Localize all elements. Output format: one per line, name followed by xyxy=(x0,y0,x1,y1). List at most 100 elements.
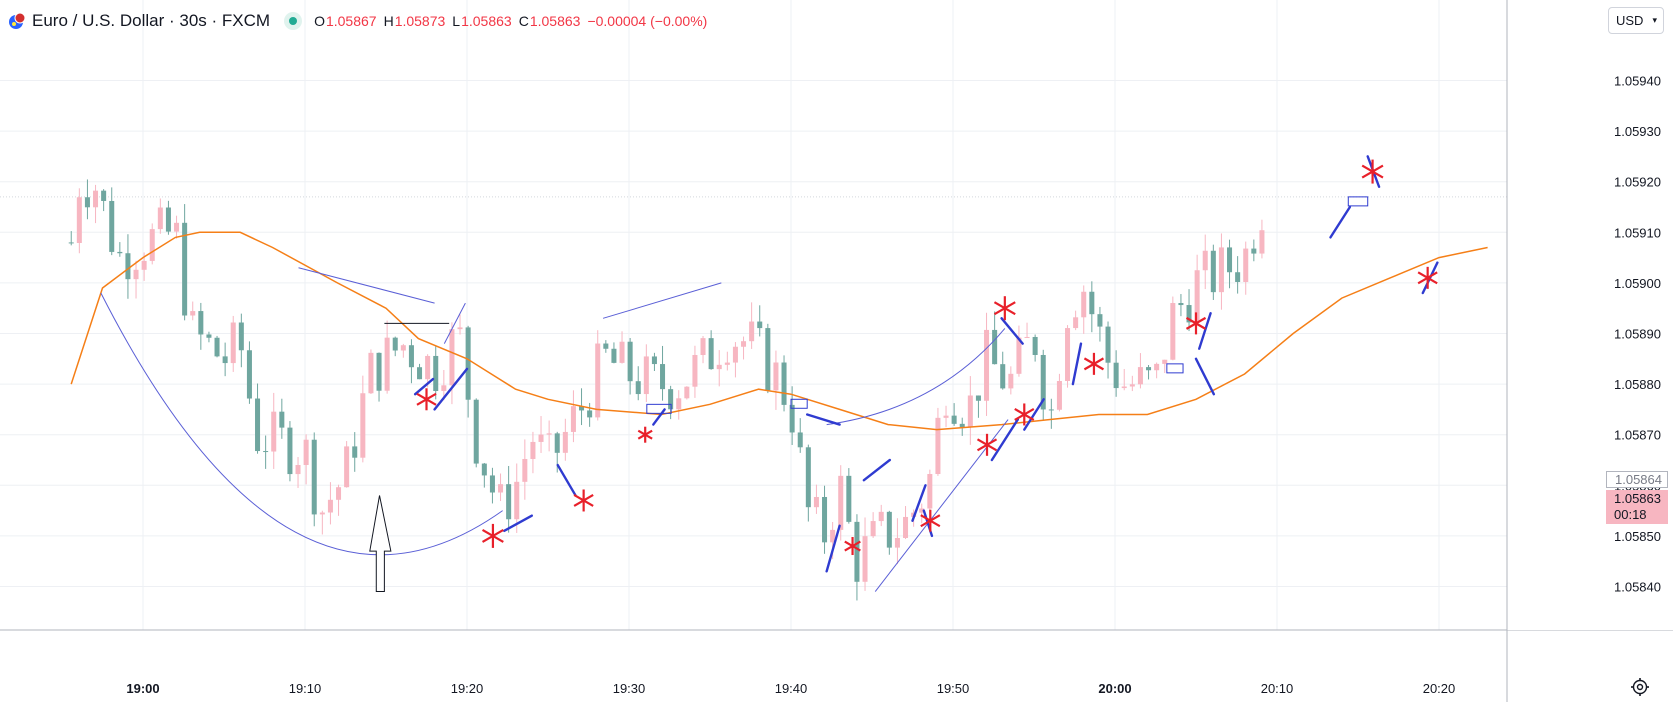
rectangle-drawing xyxy=(1347,196,1369,207)
red-asterisk-drawing xyxy=(920,509,941,532)
last-price-value: 1.05863 xyxy=(1614,491,1661,506)
low-label: L xyxy=(452,13,461,29)
candle-body xyxy=(684,386,690,399)
red-asterisk-drawing xyxy=(1185,312,1207,335)
candle-body xyxy=(878,511,884,522)
candle-body xyxy=(1251,248,1257,254)
time-tick-label: 19:40 xyxy=(775,681,808,696)
candle-body xyxy=(433,355,439,392)
asterisk-stroke xyxy=(481,528,504,543)
price-tick-label: 1.05840 xyxy=(1614,580,1661,595)
candle-body xyxy=(781,362,787,405)
time-axis-background xyxy=(0,630,1673,702)
candle-body xyxy=(959,423,965,428)
candle-body xyxy=(1259,230,1265,254)
gear-icon[interactable] xyxy=(1629,676,1651,698)
open-value: 1.05867 xyxy=(325,13,377,29)
grid xyxy=(0,0,1507,630)
time-tick-label: 20:00 xyxy=(1098,681,1131,696)
candle-body xyxy=(473,399,479,464)
candle-body xyxy=(676,398,682,410)
blue-stroke-drawing xyxy=(433,367,469,411)
candle-body xyxy=(101,190,107,201)
asterisk-stroke xyxy=(1083,357,1105,371)
candle-body xyxy=(741,341,747,347)
candle-body xyxy=(862,536,868,582)
candle-body xyxy=(716,364,722,370)
candle-body xyxy=(708,338,714,370)
red-asterisk-drawing xyxy=(993,296,1016,321)
close-label: C xyxy=(518,13,529,29)
red-asterisk-drawing xyxy=(1014,403,1035,426)
blue-stroke-drawing xyxy=(1198,312,1212,350)
candle-body xyxy=(481,463,487,476)
trendline xyxy=(602,282,722,319)
blue-stroke-drawing xyxy=(1421,261,1439,295)
trendline xyxy=(443,302,466,344)
candle-body xyxy=(417,367,423,380)
candle-body xyxy=(1056,381,1062,410)
candle-body xyxy=(400,345,406,351)
red-asterisk-drawing xyxy=(1361,159,1384,184)
candle-body xyxy=(263,451,269,453)
candle-body xyxy=(1218,247,1224,293)
asterisk-stroke xyxy=(1185,316,1207,330)
candle-body xyxy=(84,197,90,208)
symbol-legend: Euro / U.S. Dollar · 30s · FXCM O 1.0586… xyxy=(8,9,714,33)
curve-drawing xyxy=(100,292,503,556)
time-tick-label: 20:10 xyxy=(1261,681,1294,696)
candle-body xyxy=(319,512,325,515)
candle-body xyxy=(425,355,431,380)
candle-body xyxy=(465,327,471,400)
candle-body xyxy=(1227,247,1233,273)
red-asterisk-drawing xyxy=(1417,266,1438,289)
blue-stroke-drawing xyxy=(1000,317,1024,345)
blue-stroke-drawing xyxy=(503,514,533,533)
red-asterisk-drawing xyxy=(573,489,594,512)
candle-body xyxy=(919,508,925,513)
blue-stroke-drawing xyxy=(825,524,841,573)
candle-body xyxy=(514,481,520,520)
price-tick-label: 1.05900 xyxy=(1614,276,1661,291)
candle-body xyxy=(635,381,641,395)
high-label: H xyxy=(383,13,394,29)
candle-body xyxy=(117,251,123,254)
candle-body xyxy=(1154,363,1160,371)
rectangle-drawing xyxy=(790,398,808,409)
rectangle-drawing xyxy=(646,403,672,414)
price-tick-label: 1.05880 xyxy=(1614,377,1661,392)
candle-body xyxy=(530,441,536,459)
candle-body xyxy=(1243,248,1249,282)
moving-average-line xyxy=(70,231,1488,431)
candle-body xyxy=(724,362,730,365)
candle-body xyxy=(93,190,99,208)
candle-body xyxy=(643,356,649,395)
blue-stroke-drawing xyxy=(1329,205,1352,239)
candle-body xyxy=(805,447,811,508)
blue-stroke-drawing xyxy=(911,484,927,522)
symbol-title[interactable]: Euro / U.S. Dollar · 30s · FXCM xyxy=(32,11,271,30)
candle-body xyxy=(190,311,196,316)
candle-body xyxy=(109,200,115,252)
candle-body xyxy=(1178,303,1184,306)
candle-body xyxy=(627,341,633,382)
prev-close-price-tag: 1.05864 xyxy=(1606,471,1668,488)
open-label: O xyxy=(314,13,325,29)
candle-body xyxy=(165,207,171,232)
time-tick-label: 20:20 xyxy=(1423,681,1456,696)
time-tick-label: 19:10 xyxy=(289,681,322,696)
candle-body xyxy=(1048,409,1054,411)
candle-body xyxy=(376,352,382,391)
currency-button[interactable]: USD ▾ xyxy=(1608,7,1664,34)
candle-body xyxy=(141,260,147,270)
price-tick-label: 1.05920 xyxy=(1614,175,1661,190)
candle-body xyxy=(182,222,188,316)
price-tick-label: 1.05910 xyxy=(1614,225,1661,240)
candle-body xyxy=(1121,386,1127,389)
asterisk-stroke xyxy=(1417,271,1438,285)
red-asterisk-drawing xyxy=(844,537,861,556)
candle-body xyxy=(587,410,593,418)
candle-body xyxy=(1129,384,1135,387)
